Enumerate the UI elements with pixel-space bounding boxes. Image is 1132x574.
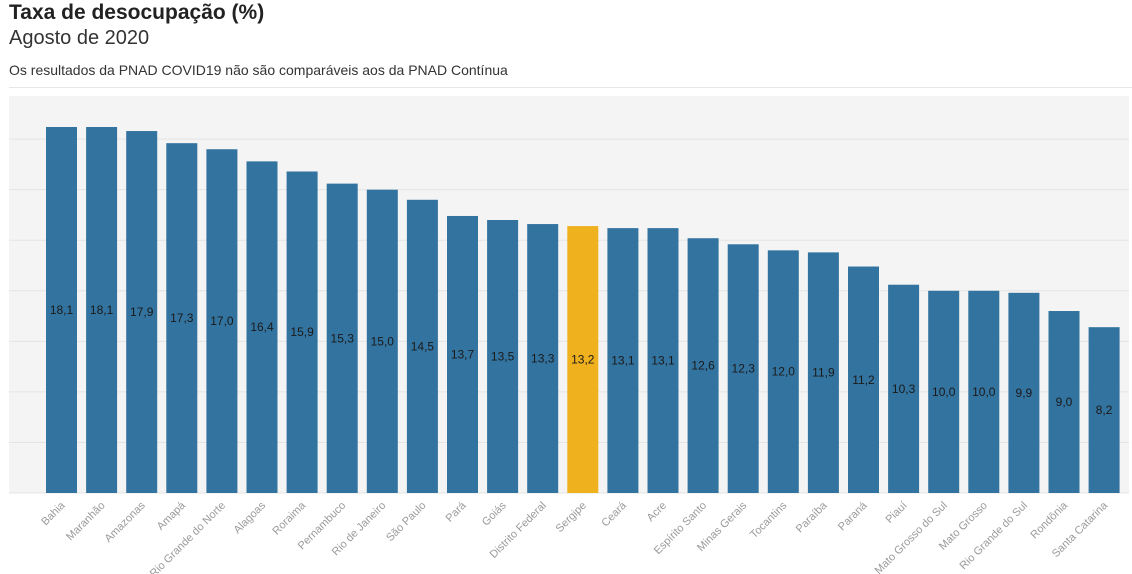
- category-tick-label: Amapá: [155, 499, 189, 533]
- category-tick-label: Sergipe: [554, 500, 589, 535]
- bar-value-label: 16,4: [250, 320, 274, 334]
- category-tick-label: Amazonas: [103, 499, 149, 545]
- category-tick-label: Rio Grande do Norte: [148, 500, 228, 574]
- bar: [46, 127, 77, 493]
- bar: [767, 250, 799, 493]
- category-tick-label: Ceará: [599, 499, 629, 529]
- bar-value-label: 15,3: [331, 331, 355, 345]
- bar: [366, 189, 398, 493]
- bar: [326, 183, 358, 494]
- bar: [647, 228, 679, 493]
- bar: [807, 252, 839, 493]
- category-tick-label: Roraima: [270, 499, 309, 538]
- category-tick-label: Mato Grosso do Sul: [873, 500, 950, 574]
- bar-value-label: 11,2: [852, 373, 875, 387]
- bar: [1008, 292, 1040, 493]
- bar-value-label: 15,9: [290, 325, 314, 339]
- bar-value-label: 13,7: [451, 347, 475, 361]
- category-tick-label: Maranhão: [64, 500, 108, 544]
- bar-value-label: 12,0: [772, 365, 796, 379]
- bar-value-label: 8,2: [1096, 403, 1113, 417]
- bar-value-label: 12,3: [732, 362, 756, 376]
- category-tick-label: Acre: [645, 500, 669, 524]
- category-tick-label: Paraíba: [794, 499, 830, 535]
- bar: [447, 215, 478, 493]
- chart-subtitle: Agosto de 2020: [9, 27, 150, 49]
- bar-value-label: 10,0: [932, 385, 956, 399]
- category-tick-label: Pará: [444, 499, 470, 525]
- bar-value-label: 11,9: [812, 366, 835, 380]
- bar-value-label: 13,1: [651, 354, 675, 368]
- bar: [86, 127, 118, 493]
- bar: [126, 131, 158, 494]
- bar: [727, 244, 759, 493]
- bar-value-label: 14,5: [411, 339, 435, 353]
- category-tick-label: Goiás: [480, 499, 509, 528]
- bar: [166, 143, 198, 493]
- bar: [687, 238, 719, 493]
- bar: [487, 220, 519, 493]
- bar: [246, 161, 278, 494]
- bar-value-label: 10,0: [972, 385, 996, 399]
- bar: [928, 290, 960, 493]
- category-tick-label: São Paulo: [384, 500, 428, 544]
- bar: [968, 290, 1000, 493]
- bar-value-label: 17,0: [210, 314, 234, 328]
- bar-value-label: 18,1: [90, 303, 114, 317]
- bar: [406, 199, 438, 493]
- bar-value-label: 13,1: [611, 354, 635, 368]
- category-tick-label: Rio Grande do Sul: [958, 500, 1030, 572]
- bar: [888, 284, 920, 493]
- bar: [1048, 311, 1080, 493]
- bar-value-label: 18,1: [50, 303, 74, 317]
- bar-value-label: 13,2: [571, 353, 595, 367]
- bar-value-label: 10,3: [892, 382, 916, 396]
- bar-value-label: 13,5: [491, 350, 515, 364]
- category-tick-label: Alagoas: [232, 499, 269, 536]
- value-labels: 18,1 18,1 17,9 17,3 17,0 16,4 15,9 15,3 15,0 14,5…: [50, 303, 1113, 417]
- bar: [848, 266, 879, 493]
- category-tick-label: Bahia: [39, 499, 68, 528]
- bar: [567, 226, 599, 493]
- bar: [206, 149, 238, 493]
- bar: [1088, 327, 1120, 493]
- category-tick-label: Piauí: [884, 500, 910, 526]
- bar-value-label: 17,9: [130, 305, 154, 319]
- bar-value-label: 17,3: [170, 311, 194, 325]
- bar-value-label: 12,6: [691, 359, 715, 373]
- bar: [527, 224, 559, 493]
- bar-value-label: 9,9: [1016, 386, 1033, 400]
- bar: [607, 228, 639, 493]
- bar-value-label: 13,3: [531, 352, 555, 366]
- bars: [46, 127, 1120, 494]
- category-tick-label: Paraná: [836, 499, 870, 533]
- category-tick-label: Rondônia: [1028, 499, 1070, 541]
- header-divider: [9, 87, 1132, 88]
- bar: [286, 171, 318, 493]
- category-tick-label: Tocantins: [748, 499, 790, 541]
- bar-value-label: 15,0: [371, 334, 395, 348]
- bar-value-label: 9,0: [1056, 395, 1073, 409]
- chart-title: Taxa de desocupação (%): [9, 1, 265, 24]
- chart-note: Os resultados da PNAD COVID19 não são co…: [9, 62, 508, 78]
